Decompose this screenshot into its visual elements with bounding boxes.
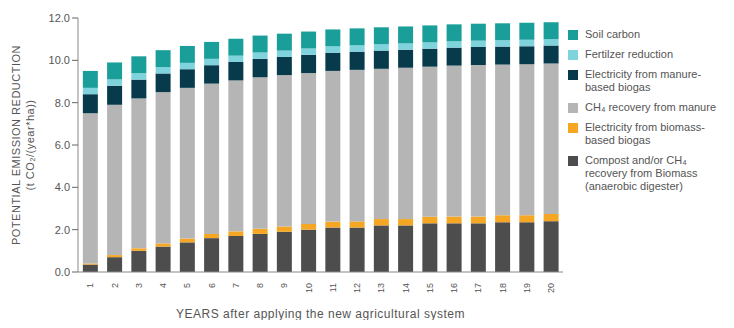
html-text:CH₄ recovery from manure: CH₄ recovery from manure (585, 101, 716, 113)
html-text:Fertilzer reduction: Fertilzer reduction (585, 48, 673, 60)
svg-text:9: 9 (279, 283, 289, 288)
svg-text:17: 17 (473, 283, 483, 293)
svg-text:10: 10 (304, 283, 314, 293)
html-text:(t CO₂/(year*ha)): (t CO₂/(year*ha)) (24, 99, 36, 191)
svg-text:8.0: 8.0 (55, 97, 70, 109)
svg-text:1: 1 (85, 283, 95, 288)
html-text:Compost and/or CH₄ recovery fr: Compost and/or CH₄ recovery from Biomass… (585, 154, 698, 192)
svg-text:YEARS after applying the new a: YEARS after applying the new agricultura… (176, 307, 465, 320)
html-text:Soil carbon: Soil carbon (585, 28, 640, 40)
svg-text:19: 19 (522, 283, 532, 293)
svg-text:3: 3 (134, 283, 144, 288)
svg-text:4.0: 4.0 (55, 181, 70, 193)
svg-text:12.0: 12.0 (49, 12, 70, 24)
svg-text:4: 4 (158, 283, 168, 288)
svg-text:5: 5 (182, 283, 192, 288)
svg-text:6.0: 6.0 (55, 139, 70, 151)
svg-text:11: 11 (328, 283, 338, 292)
svg-text:20: 20 (546, 283, 556, 293)
html-text:Electricity from biomass-based: Electricity from biomass-based biogas (585, 121, 705, 146)
svg-text:14: 14 (401, 283, 411, 293)
svg-text:2: 2 (110, 283, 120, 288)
svg-text:13: 13 (376, 283, 386, 293)
svg-text:0.0: 0.0 (55, 266, 70, 278)
svg-text:2.0: 2.0 (55, 224, 70, 236)
svg-text:16: 16 (449, 283, 459, 293)
svg-text:8: 8 (255, 283, 265, 288)
svg-text:12: 12 (352, 283, 362, 293)
svg-text:7: 7 (231, 283, 241, 288)
html-text:POTENTIAL EMISSION REDUCTION: POTENTIAL EMISSION REDUCTION (10, 45, 22, 245)
svg-text:10.0: 10.0 (49, 54, 70, 66)
svg-text:18: 18 (498, 283, 508, 293)
svg-text:15: 15 (425, 283, 435, 293)
html-text:Electricity from manure-based: Electricity from manure-based biogas (585, 68, 702, 93)
svg-text:6: 6 (207, 283, 217, 288)
